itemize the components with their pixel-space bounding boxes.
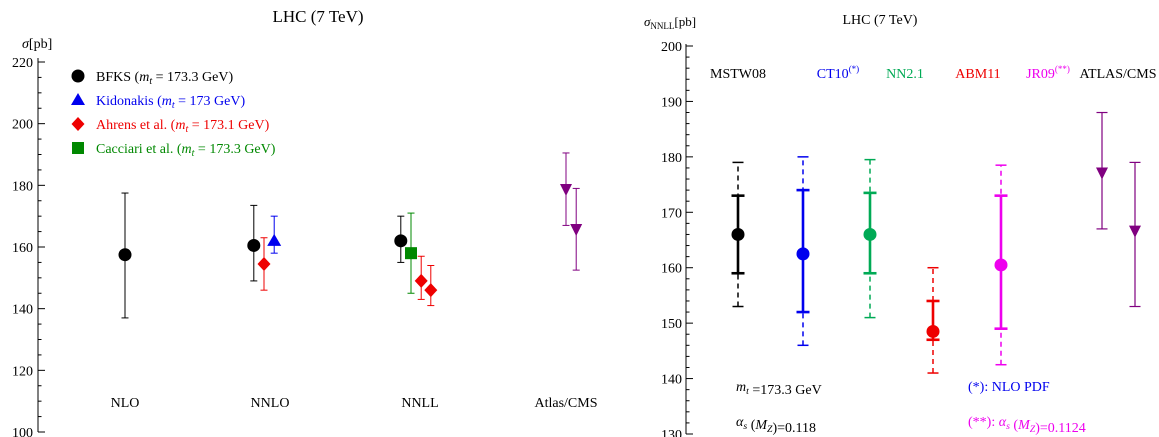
left-point-marker	[257, 256, 271, 271]
right-point-marker	[994, 258, 1008, 272]
right-y-tick-label: 200	[661, 40, 682, 55]
right-chart: LHC (7 TeV) σNNLL[pb] 130 140 150 160 170 180…	[644, 13, 1157, 437]
left-category-label: NNLO	[251, 396, 290, 411]
legend-entry: Ahrens et al. (mt = 173.1 GeV)	[96, 118, 270, 135]
left-point-marker	[247, 238, 261, 252]
left-y-tick-label: 180	[12, 179, 33, 194]
left-point-marker	[118, 248, 132, 262]
right-y-tick-label: 160	[661, 262, 682, 277]
left-category-label: Atlas/CMS	[534, 396, 597, 411]
right-y-tick-label: 130	[661, 428, 682, 437]
right-category-label: CT10(*)	[817, 64, 859, 82]
right-annotation: αs (MZ)=0.118	[736, 415, 816, 436]
left-category-labels: NLO NNLO NNLL Atlas/CMS	[111, 396, 598, 411]
right-category-label: NN2.1	[886, 67, 924, 82]
right-annotation: mt =173.3 GeV	[736, 380, 822, 398]
left-y-ticks: 100 120 140 160 180 200 220	[12, 56, 45, 437]
left-point-marker	[560, 183, 572, 196]
left-category-label: NNLL	[401, 396, 438, 411]
right-category-label: MSTW08	[710, 67, 766, 82]
left-point-marker	[414, 273, 428, 288]
right-y-tick-label: 180	[661, 151, 682, 166]
legend-marker	[71, 117, 85, 131]
left-y-tick-label: 220	[12, 56, 33, 71]
right-y-tick-label: 140	[661, 373, 682, 388]
left-chart: LHC (7 TeV) σ[pb] 100120140160180200220 …	[12, 7, 598, 437]
legend-marker	[71, 69, 85, 83]
legend-entry: Kidonakis (mt = 173 GeV)	[96, 94, 245, 111]
right-y-tick-label: 170	[661, 206, 682, 221]
left-point-marker	[570, 224, 583, 237]
legend-marker	[72, 142, 84, 154]
right-measurement-marker	[1096, 167, 1108, 180]
right-annotation: (**): αs (MZ)=0.1124	[968, 415, 1086, 436]
right-category-label: ATLAS/CMS	[1079, 67, 1156, 82]
left-y-tick-label: 120	[12, 364, 33, 379]
right-y-tick-label: 150	[661, 317, 682, 332]
right-category-label: JR09(**)	[1026, 64, 1070, 82]
left-y-tick-label: 140	[12, 303, 33, 318]
right-point-marker	[926, 324, 940, 338]
right-category-label: ABM11	[955, 67, 1000, 82]
right-annotation: (*): NLO PDF	[968, 380, 1050, 395]
left-point-marker	[405, 247, 417, 260]
right-point-marker	[796, 247, 810, 261]
left-y-tick-label: 200	[12, 118, 33, 133]
right-chart-title: LHC (7 TeV)	[843, 13, 918, 28]
left-point-marker	[394, 234, 408, 248]
left-point-marker	[424, 283, 438, 298]
left-legend: BFKS (mt = 173.3 GeV) Kidonakis (mt = 173…	[71, 69, 276, 159]
right-point-marker	[863, 227, 877, 241]
left-y-axis-label: σ[pb]	[22, 37, 52, 52]
right-outer-error-bar	[864, 158, 876, 319]
left-chart-title: LHC (7 TeV)	[272, 7, 363, 26]
right-data-points	[731, 111, 1141, 374]
right-annotations: mt =173.3 GeV αs (MZ)=0.118 (*): NLO PDF (*…	[736, 380, 1086, 436]
legend-entry: Cacciari et al. (mt = 173.3 GeV)	[96, 142, 276, 159]
right-y-axis-label: σNNLL[pb]	[644, 14, 696, 31]
legend-entry: BFKS (mt = 173.3 GeV)	[96, 70, 233, 87]
left-y-tick-label: 160	[12, 241, 33, 256]
right-point-marker	[731, 227, 745, 241]
left-point-marker	[267, 233, 282, 246]
right-y-ticks: 130 140 150 160 170 180 190 200	[661, 40, 693, 437]
left-category-label: NLO	[111, 396, 140, 411]
right-measurement-marker	[1129, 225, 1141, 238]
legend-marker	[71, 93, 85, 105]
right-y-tick-label: 190	[661, 95, 682, 110]
left-data-points	[118, 152, 583, 319]
right-outer-error-bar	[927, 266, 939, 374]
left-y-tick-label: 100	[12, 426, 33, 437]
right-category-labels: MSTW08 CT10(*) NN2.1 ABM11 JR09(**) ATLAS/CMS	[710, 64, 1157, 82]
